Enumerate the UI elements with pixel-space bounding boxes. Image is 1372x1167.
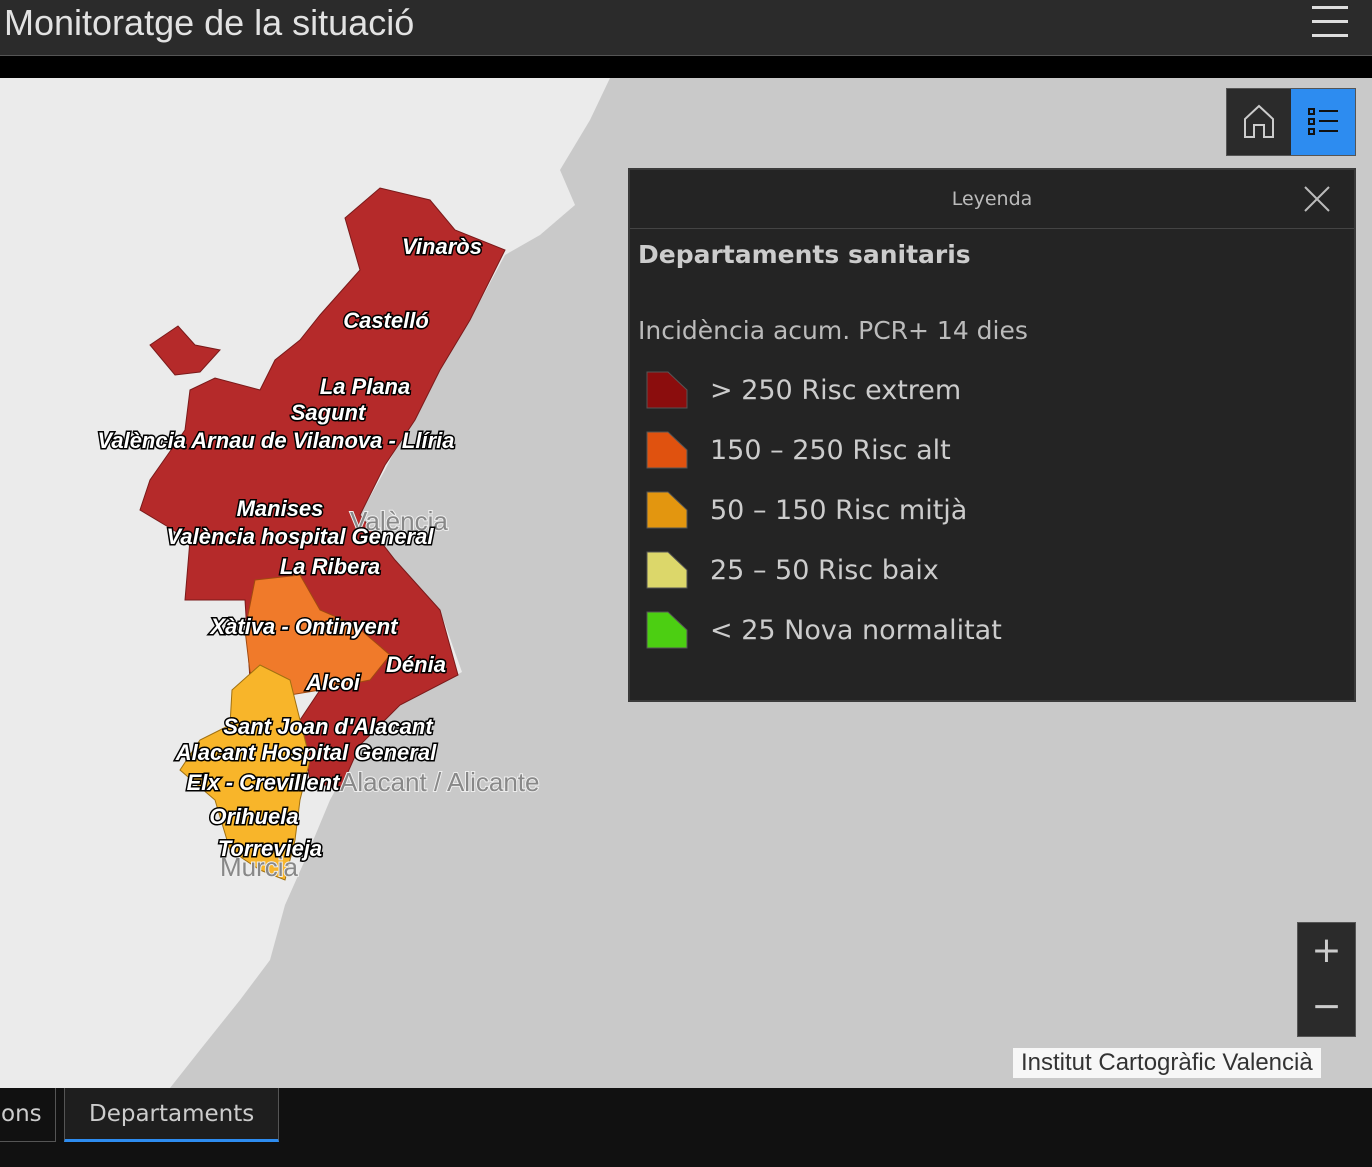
region-yellow (179, 664, 311, 881)
close-button[interactable] (1302, 184, 1332, 214)
swatch-shape (646, 491, 688, 529)
legend-item: 50 – 150 Risc mitjà (646, 488, 967, 532)
legend-item: < 25 Nova normalitat (646, 608, 1002, 652)
department-label: Castelló (343, 308, 429, 333)
zoom-control: + − (1297, 922, 1356, 1037)
legend-swatch (646, 551, 688, 589)
tab-bar: ons Departaments (0, 1088, 1372, 1167)
legend-swatch (646, 611, 688, 649)
place-label: Alacant / Alicante (340, 767, 539, 797)
legend-layer: Departaments sanitaris (638, 240, 971, 269)
swatch-shape (646, 431, 688, 469)
tab[interactable]: ons (0, 1088, 56, 1142)
legend-label: 150 – 250 Risc alt (710, 434, 951, 466)
region-red-enclave (149, 325, 221, 376)
place-label: València (350, 506, 448, 536)
department-label: Sant Joan d'Alacant (223, 714, 434, 739)
legend-swatch (646, 491, 688, 529)
legend-label: < 25 Nova normalitat (710, 614, 1002, 646)
department-label: Alacant Hospital General (175, 740, 437, 765)
department-label: Orihuela (209, 804, 298, 829)
legend-header: Leyenda (630, 170, 1354, 229)
place-label: Murcia (220, 852, 299, 882)
legend-label: > 250 Risc extrem (710, 374, 962, 406)
department-label: Torrevieja (218, 836, 322, 861)
legend-item: > 250 Risc extrem (646, 368, 961, 412)
legend-field: Incidència acum. PCR+ 14 dies (638, 316, 1028, 345)
swatch-shape (646, 551, 688, 589)
legend-swatch (646, 431, 688, 469)
legend-item: 25 – 50 Risc baix (646, 548, 939, 592)
legend-label: 50 – 150 Risc mitjà (710, 494, 968, 526)
header: Monitoratge de la situació (0, 0, 1372, 56)
toolbar (1226, 88, 1356, 156)
home-button[interactable] (1227, 89, 1291, 155)
legend-button[interactable] (1291, 89, 1355, 155)
department-label: Manises (237, 496, 324, 521)
department-label: La Plana (320, 374, 410, 399)
legend-swatch (646, 371, 688, 409)
region-orange (244, 574, 391, 696)
zoom-out[interactable]: − (1311, 986, 1342, 1027)
department-label: Elx - Crevillent (187, 770, 342, 795)
swatch-shape (646, 611, 688, 649)
department-label: La Ribera (280, 554, 380, 579)
department-label: Alcoi (305, 670, 361, 695)
menu-button[interactable] (1310, 4, 1350, 40)
legend-label: 25 – 50 Risc baix (710, 554, 939, 586)
department-label: Vinaròs (402, 234, 482, 259)
department-label: València Arnau de Vilanova - Llíria (97, 428, 454, 453)
tab-active[interactable]: Departaments (64, 1088, 280, 1142)
swatch-shape (646, 371, 688, 409)
department-label: Xàtiva - Ontinyent (208, 614, 399, 639)
legend-panel: Leyenda Departaments sanitaris Incidènci… (628, 168, 1356, 702)
department-label: Sagunt (291, 400, 367, 425)
legend-item: 150 – 250 Risc alt (646, 428, 951, 472)
app-title: Monitoratge de la situació (4, 2, 415, 43)
department-label: Dénia (386, 652, 446, 677)
zoom-in[interactable]: + (1311, 930, 1342, 971)
department-label: València hospital General (167, 524, 435, 549)
attribution: Institut Cartogràfic Valencià (1013, 1048, 1321, 1078)
